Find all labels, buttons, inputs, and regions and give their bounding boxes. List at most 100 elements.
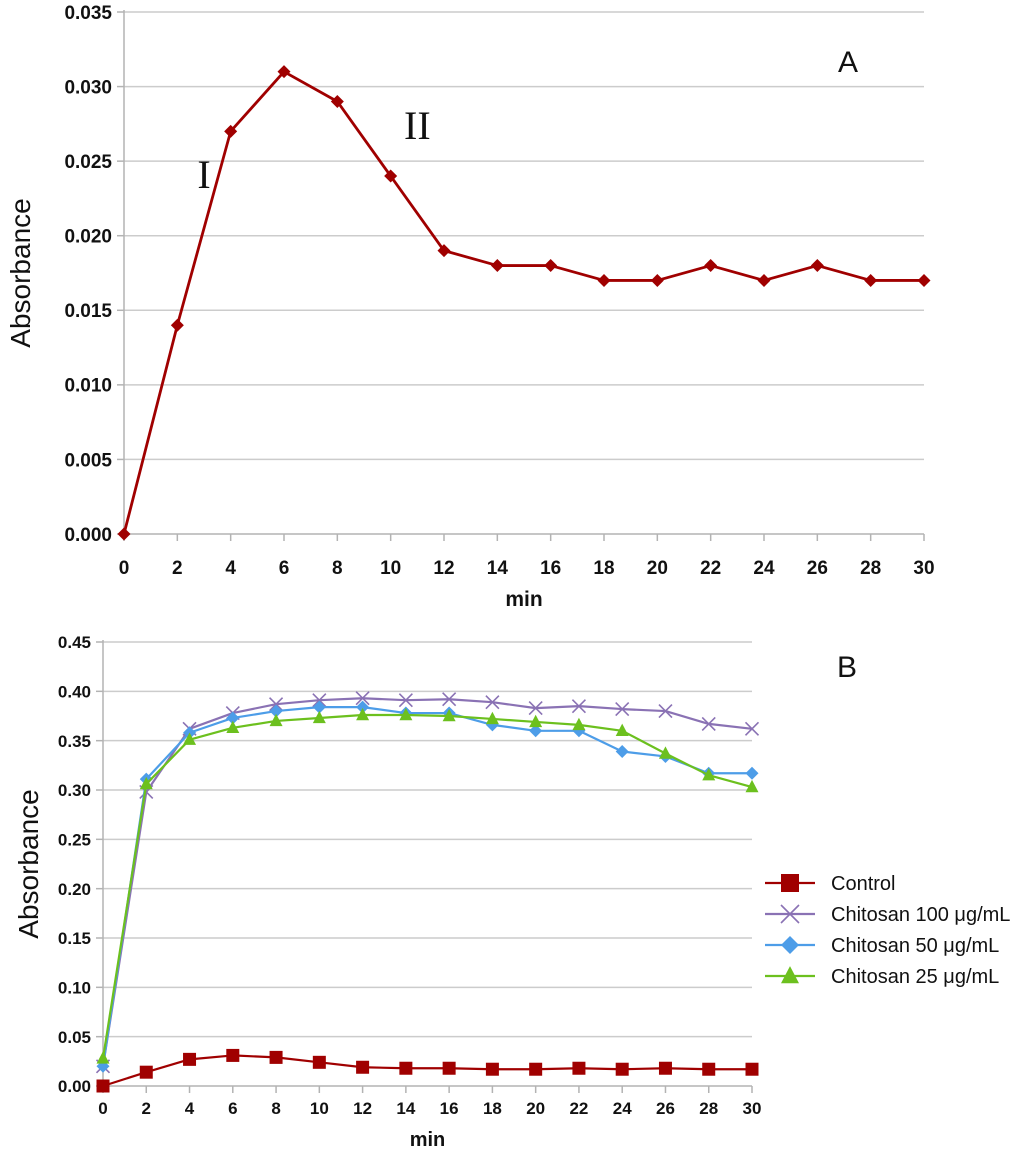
chart-b: 0.00 0.05 0.10 0.15 0.20 0.25 0.30 0.35 0.40 0.45… bbox=[13, 633, 1010, 1151]
data-point bbox=[597, 273, 611, 287]
data-point bbox=[442, 692, 457, 707]
x-tick-label: 4 bbox=[185, 1099, 195, 1118]
legend-label: Control bbox=[831, 873, 895, 895]
legend-marker bbox=[781, 966, 799, 984]
legend-item: Chitosan 100 μg/mL bbox=[765, 904, 1010, 926]
y-tick-label: 0.40 bbox=[58, 682, 91, 701]
panel-label: B bbox=[837, 651, 857, 684]
legend-item: Chitosan 50 μg/mL bbox=[765, 935, 999, 957]
data-point bbox=[701, 716, 716, 731]
x-tick-label: 26 bbox=[656, 1099, 675, 1118]
series-line bbox=[101, 706, 752, 1067]
data-point bbox=[745, 766, 759, 780]
data-point bbox=[312, 700, 326, 714]
series-line bbox=[102, 1054, 752, 1088]
x-tick-label: 8 bbox=[332, 558, 343, 579]
region-annotation: I bbox=[197, 152, 210, 197]
data-point bbox=[139, 776, 153, 790]
data-point bbox=[702, 1062, 716, 1076]
data-point bbox=[917, 273, 931, 287]
x-tick-label: 18 bbox=[593, 558, 614, 579]
data-point bbox=[442, 1061, 456, 1075]
data-point bbox=[312, 710, 326, 724]
y-tick-label: 0.005 bbox=[64, 450, 112, 471]
data-point bbox=[170, 318, 184, 332]
x-tick-label: 6 bbox=[228, 1099, 237, 1118]
data-point bbox=[277, 65, 291, 79]
series-chitosan-100-g-ml bbox=[95, 691, 760, 1074]
x-tick-label: 0 bbox=[119, 558, 130, 579]
data-point bbox=[528, 701, 543, 716]
data-point bbox=[704, 259, 718, 273]
data-point bbox=[745, 1062, 759, 1076]
data-point bbox=[330, 94, 344, 108]
x-tick-label: 0 bbox=[98, 1099, 107, 1118]
x-tick-label: 28 bbox=[699, 1099, 718, 1118]
data-point bbox=[312, 693, 327, 708]
data-point bbox=[96, 1079, 110, 1093]
data-point bbox=[572, 717, 586, 731]
data-point bbox=[269, 704, 283, 718]
x-tick-label: 18 bbox=[483, 1099, 502, 1118]
legend-label: Chitosan 100 μg/mL bbox=[831, 904, 1010, 926]
series-line bbox=[122, 70, 924, 535]
data-point bbox=[183, 732, 197, 745]
y-axis-title: Absorbance bbox=[5, 198, 36, 347]
data-point bbox=[399, 707, 413, 721]
panel-label: A bbox=[838, 46, 858, 79]
x-tick-label: 6 bbox=[279, 558, 290, 579]
x-tick-label: 16 bbox=[540, 558, 561, 579]
legend-marker bbox=[781, 874, 799, 892]
data-point bbox=[702, 768, 716, 781]
data-point bbox=[864, 273, 878, 287]
series-chitosan-50-g-ml bbox=[96, 700, 759, 1073]
legend-label: Chitosan 50 μg/mL bbox=[831, 935, 999, 957]
data-point bbox=[183, 1052, 197, 1066]
y-tick-label: 0.05 bbox=[58, 1028, 91, 1047]
y-tick-label: 0.15 bbox=[58, 929, 91, 948]
series-control bbox=[117, 65, 931, 541]
y-tick-label: 0.25 bbox=[58, 830, 91, 849]
data-point bbox=[572, 1061, 586, 1075]
data-point bbox=[226, 711, 240, 725]
chart-a: 0.000 0.005 0.010 0.015 0.020 0.025 0.030 0.035… bbox=[5, 3, 935, 611]
data-point bbox=[442, 708, 456, 722]
data-point bbox=[226, 1048, 240, 1062]
legend-marker bbox=[781, 936, 799, 954]
y-tick-label: 0.030 bbox=[64, 77, 112, 98]
data-point bbox=[384, 169, 398, 183]
y-tick-label: 0.000 bbox=[64, 525, 112, 546]
data-point bbox=[615, 745, 629, 759]
data-point bbox=[485, 1062, 499, 1076]
x-tick-label: 24 bbox=[613, 1099, 632, 1118]
data-point bbox=[355, 691, 370, 706]
x-tick-label: 20 bbox=[526, 1099, 545, 1118]
x-tick-label: 30 bbox=[913, 558, 934, 579]
data-point bbox=[269, 697, 284, 712]
data-point bbox=[356, 1060, 370, 1074]
series-line bbox=[101, 697, 753, 1067]
legend-item: Control bbox=[765, 873, 895, 895]
y-tick-label: 0.035 bbox=[64, 3, 112, 24]
data-point bbox=[485, 711, 499, 725]
x-tick-label: 8 bbox=[271, 1099, 280, 1118]
y-tick-label: 0.025 bbox=[64, 152, 112, 173]
data-point bbox=[224, 124, 238, 138]
legend-item: Chitosan 25 μg/mL bbox=[765, 966, 999, 988]
data-point bbox=[356, 700, 370, 714]
x-tick-label: 2 bbox=[142, 1099, 151, 1118]
x-tick-label: 26 bbox=[807, 558, 828, 579]
x-tick-label: 10 bbox=[380, 558, 401, 579]
series-control bbox=[96, 1048, 759, 1093]
data-point bbox=[757, 273, 771, 287]
legend-marker bbox=[780, 904, 800, 924]
data-point bbox=[615, 723, 629, 736]
x-tick-label: 20 bbox=[647, 558, 668, 579]
data-point bbox=[571, 699, 586, 714]
data-point bbox=[269, 713, 283, 727]
x-tick-label: 14 bbox=[487, 558, 509, 579]
y-tick-label: 0.30 bbox=[58, 781, 91, 800]
y-tick-label: 0.10 bbox=[58, 978, 91, 997]
x-tick-label: 16 bbox=[440, 1099, 459, 1118]
